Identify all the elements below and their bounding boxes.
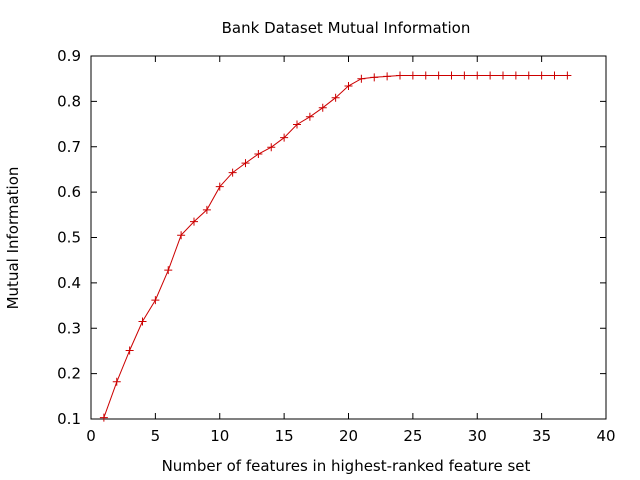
y-tick-label: 0.4 bbox=[57, 274, 81, 292]
data-point-marker bbox=[408, 71, 417, 80]
x-tick-label: 35 bbox=[532, 427, 551, 445]
data-point-marker bbox=[267, 143, 276, 152]
y-tick-label: 0.5 bbox=[57, 229, 81, 247]
data-point-marker bbox=[164, 266, 173, 275]
data-point-marker bbox=[151, 296, 160, 305]
data-point-marker bbox=[486, 71, 495, 80]
y-tick-label: 0.6 bbox=[57, 183, 81, 201]
data-point-marker bbox=[202, 205, 211, 214]
x-tick-label: 30 bbox=[468, 427, 487, 445]
data-point-marker bbox=[241, 159, 250, 168]
data-point-marker bbox=[383, 72, 392, 81]
y-axis-label: Mutual Information bbox=[4, 167, 22, 310]
data-point-marker bbox=[537, 71, 546, 80]
data-point-marker bbox=[357, 74, 366, 83]
data-point-marker bbox=[473, 71, 482, 80]
data-point-marker bbox=[228, 168, 237, 177]
axis-ticks bbox=[90, 55, 607, 420]
data-point-marker bbox=[511, 71, 520, 80]
x-tick-label: 10 bbox=[210, 427, 229, 445]
x-tick-label: 0 bbox=[86, 427, 96, 445]
data-series bbox=[99, 71, 572, 422]
data-point-marker bbox=[293, 120, 301, 129]
data-point-marker bbox=[177, 231, 186, 240]
data-point-marker bbox=[524, 71, 533, 80]
y-tick-label: 0.1 bbox=[57, 410, 81, 428]
data-point-marker bbox=[215, 182, 224, 191]
data-point-marker bbox=[499, 71, 507, 80]
y-tick-label: 0.3 bbox=[57, 319, 81, 337]
data-point-marker bbox=[254, 150, 263, 159]
data-point-marker bbox=[421, 71, 430, 80]
data-point-marker bbox=[434, 71, 443, 80]
x-tick-label: 40 bbox=[596, 427, 615, 445]
x-tick-label: 15 bbox=[275, 427, 294, 445]
data-point-marker bbox=[447, 71, 456, 80]
data-point-marker bbox=[344, 81, 353, 90]
data-point-marker bbox=[138, 317, 147, 326]
data-point-marker bbox=[190, 217, 198, 226]
data-point-marker bbox=[563, 71, 572, 80]
data-point-marker bbox=[112, 377, 121, 386]
data-point-marker bbox=[99, 413, 108, 422]
data-point-marker bbox=[280, 133, 289, 142]
data-point-marker bbox=[370, 73, 379, 82]
y-tick-label: 0.2 bbox=[57, 365, 81, 383]
y-tick-label: 0.8 bbox=[57, 92, 81, 110]
data-point-marker bbox=[125, 346, 134, 355]
x-tick-label: 5 bbox=[151, 427, 161, 445]
x-tick-label: 25 bbox=[403, 427, 422, 445]
data-point-marker bbox=[460, 71, 469, 80]
data-point-marker bbox=[305, 112, 314, 121]
x-axis-label: Number of features in highest-ranked fea… bbox=[162, 457, 531, 475]
data-point-marker bbox=[318, 103, 327, 112]
data-point-marker bbox=[331, 93, 340, 102]
y-tick-label: 0.9 bbox=[57, 47, 81, 65]
data-point-marker bbox=[550, 71, 559, 80]
x-tick-label: 20 bbox=[339, 427, 358, 445]
data-point-marker bbox=[396, 71, 404, 80]
axis-tick-labels: 0 5 10 15 20 25 30 35 40 0.1 0.2 0.3 0.4 0.5 0.6 0.7 0.8… bbox=[57, 47, 615, 445]
chart-title: Bank Dataset Mutual Information bbox=[222, 19, 471, 37]
y-tick-label: 0.7 bbox=[57, 138, 81, 156]
